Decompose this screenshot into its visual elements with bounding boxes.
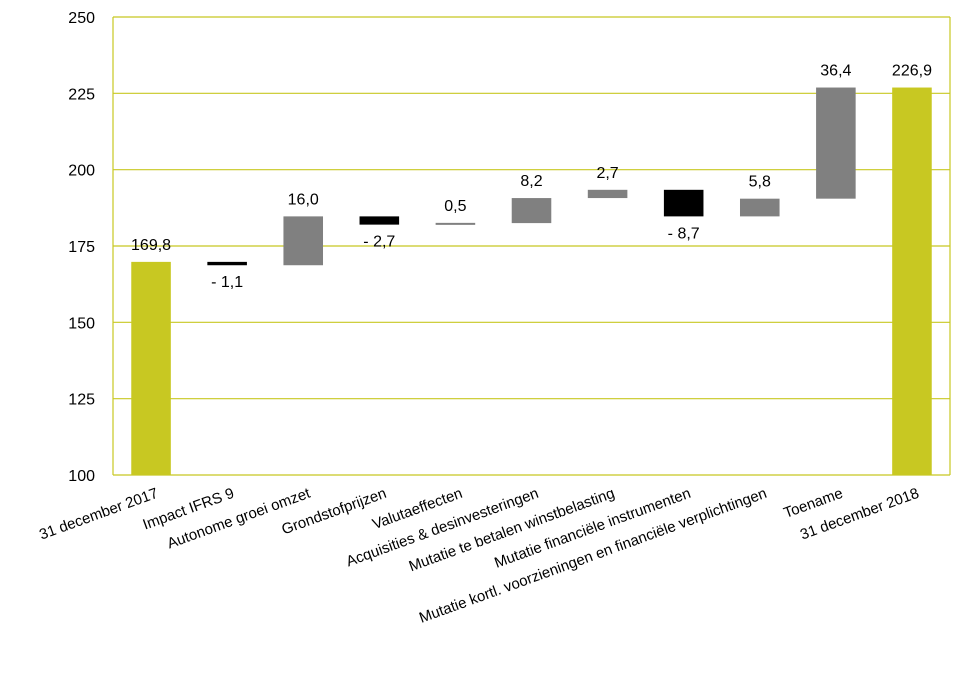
y-tick-label: 125 [68,392,95,409]
data-label: 16,0 [288,191,319,208]
bar-decrease [359,216,400,225]
category-label: 31 december 2017 [37,485,160,544]
data-label: 36,4 [820,63,851,80]
bar-total [892,87,932,476]
bar-total [131,261,171,475]
y-tick-label: 200 [68,163,95,180]
data-label: 226,9 [892,63,932,80]
bar-increase [816,87,856,199]
bar-increase [511,198,552,224]
data-label: 0,5 [444,198,466,215]
data-label: 5,8 [749,174,771,191]
bar-increase [283,216,324,266]
data-label: 169,8 [131,237,171,254]
bar-decrease [207,261,247,266]
data-label: 2,7 [596,165,618,182]
y-tick-label: 250 [68,10,95,27]
bar-decrease [663,189,704,217]
data-label: - 2,7 [363,234,395,251]
data-label: - 8,7 [668,225,700,242]
y-tick-label: 100 [68,468,95,485]
y-tick-label: 175 [68,239,95,256]
bar-increase [435,222,476,225]
y-tick-label: 225 [68,86,95,103]
y-tick-label: 150 [68,315,95,332]
bar-increase [739,198,780,217]
bar-increase [587,189,628,199]
data-label: - 1,1 [211,274,243,291]
data-label: 8,2 [520,173,542,190]
